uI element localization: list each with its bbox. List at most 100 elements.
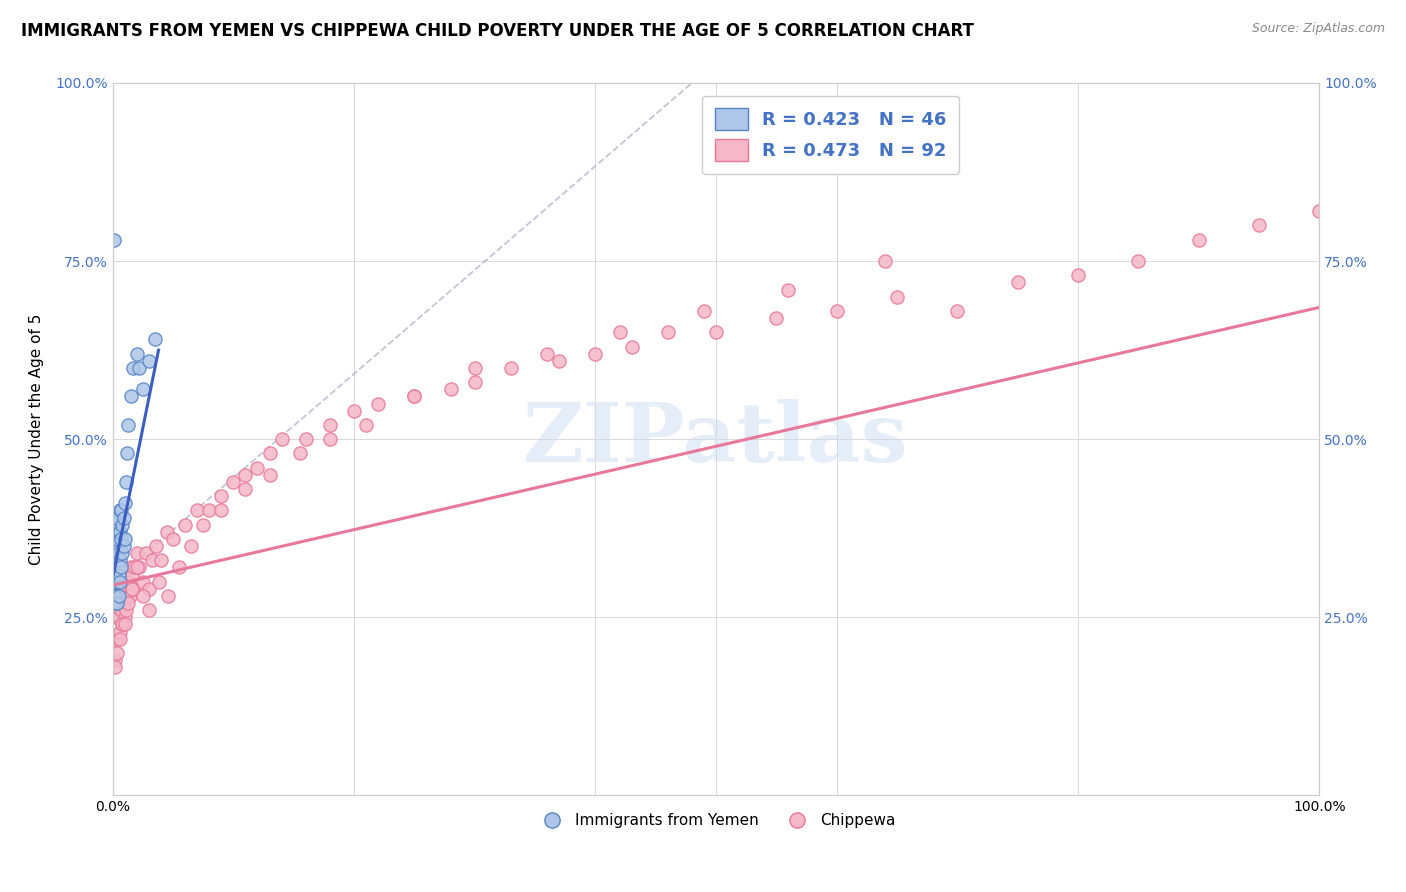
Point [1249, 219, 1271, 233]
Point [105, 553, 128, 567]
Point [259, 446, 281, 460]
Point [1128, 254, 1150, 268]
Point [149, 553, 172, 567]
Point [246, 460, 269, 475]
Point [115, 475, 138, 489]
Point [145, 539, 167, 553]
Point [404, 389, 426, 403]
Point [259, 467, 281, 482]
Point [103, 553, 125, 567]
Point [222, 475, 245, 489]
Point [319, 417, 342, 432]
Point [132, 382, 155, 396]
Point [235, 482, 257, 496]
Point [103, 532, 125, 546]
Point [704, 326, 727, 340]
Point [114, 496, 136, 510]
Point [128, 360, 150, 375]
Point [108, 524, 131, 539]
Point [108, 574, 131, 589]
Point [209, 503, 232, 517]
Point [111, 617, 134, 632]
Point [110, 582, 132, 596]
Point [107, 589, 129, 603]
Point [107, 553, 129, 567]
Point [209, 489, 232, 503]
Point [110, 603, 132, 617]
Point [114, 532, 136, 546]
Point [107, 596, 129, 610]
Point [108, 553, 131, 567]
Point [112, 596, 135, 610]
Point [107, 610, 129, 624]
Point [115, 589, 138, 603]
Point [778, 283, 800, 297]
Point [115, 446, 138, 460]
Point [103, 510, 125, 524]
Point [1067, 268, 1090, 283]
Point [138, 353, 160, 368]
Point [132, 574, 155, 589]
Point [174, 517, 197, 532]
Point [125, 546, 148, 560]
Point [609, 326, 631, 340]
Point [135, 546, 157, 560]
Point [128, 560, 150, 574]
Point [103, 233, 125, 247]
Point [107, 524, 129, 539]
Point [105, 589, 128, 603]
Text: IMMIGRANTS FROM YEMEN VS CHIPPEWA CHILD POVERTY UNDER THE AGE OF 5 CORRELATION C: IMMIGRANTS FROM YEMEN VS CHIPPEWA CHILD … [21, 22, 974, 40]
Point [439, 382, 461, 396]
Point [499, 360, 522, 375]
Point [108, 503, 131, 517]
Point [548, 353, 571, 368]
Point [122, 360, 145, 375]
Point [121, 582, 143, 596]
Point [105, 610, 128, 624]
Point [112, 510, 135, 524]
Point [765, 311, 787, 326]
Point [354, 417, 377, 432]
Point [167, 560, 190, 574]
Point [107, 567, 129, 582]
Point [110, 532, 132, 546]
Point [270, 432, 292, 446]
Point [180, 539, 202, 553]
Point [162, 532, 184, 546]
Point [107, 532, 129, 546]
Point [583, 346, 606, 360]
Point [124, 560, 146, 574]
Point [111, 517, 134, 532]
Point [118, 589, 141, 603]
Text: ZIPatlas: ZIPatlas [523, 399, 908, 479]
Point [464, 360, 486, 375]
Point [1188, 233, 1211, 247]
Point [107, 510, 129, 524]
Point [1007, 276, 1029, 290]
Point [367, 396, 389, 410]
Point [156, 524, 179, 539]
Point [343, 403, 366, 417]
Point [117, 574, 139, 589]
Point [105, 510, 128, 524]
Point [186, 503, 208, 517]
Point [125, 346, 148, 360]
Point [536, 346, 558, 360]
Point [657, 326, 679, 340]
Point [138, 582, 160, 596]
Point [288, 446, 311, 460]
Point [110, 503, 132, 517]
Point [117, 417, 139, 432]
Point [107, 589, 129, 603]
Point [1308, 204, 1330, 219]
Point [121, 567, 143, 582]
Point [157, 589, 180, 603]
Point [319, 432, 342, 446]
Point [198, 503, 221, 517]
Point [125, 560, 148, 574]
Point [404, 389, 426, 403]
Point [104, 660, 127, 674]
Point [104, 539, 127, 553]
Y-axis label: Child Poverty Under the Age of 5: Child Poverty Under the Age of 5 [30, 313, 44, 565]
Point [148, 574, 170, 589]
